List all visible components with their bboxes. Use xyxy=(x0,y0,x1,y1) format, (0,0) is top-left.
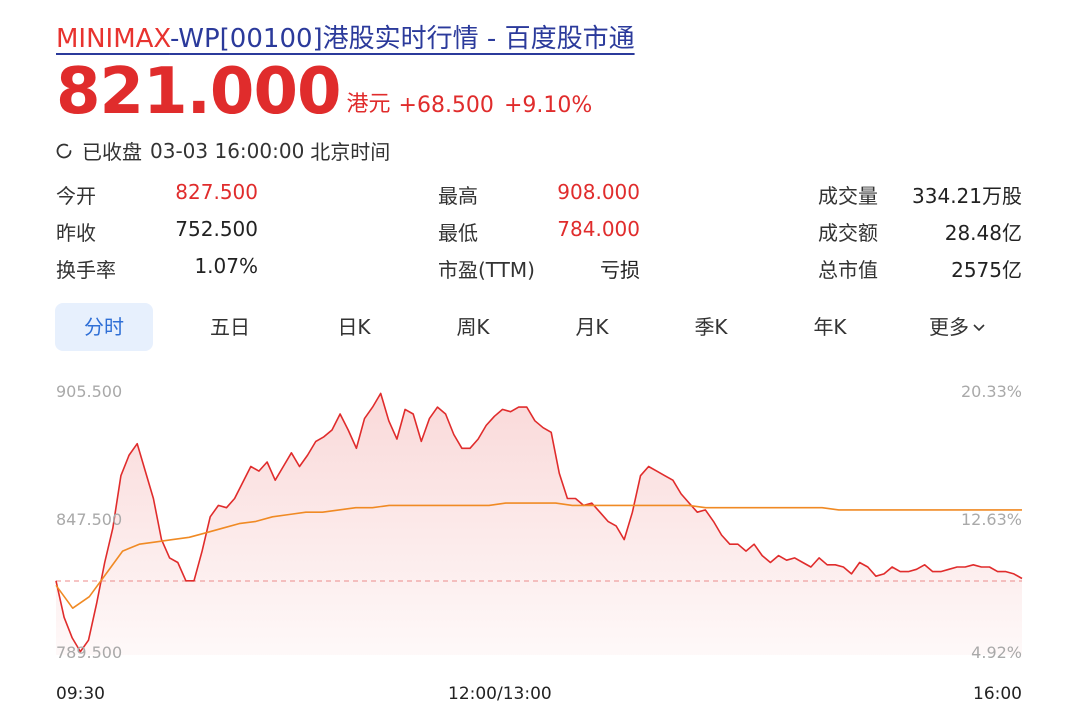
turnover-label: 换手率 xyxy=(56,258,116,282)
tab-weekly-k[interactable]: 周K xyxy=(456,315,490,339)
price-line xyxy=(55,392,1023,653)
price-row: 821.000 港元 +68.500 +9.10% xyxy=(56,60,602,124)
title-brand: MINIMAX xyxy=(56,24,170,54)
price-area-fill xyxy=(56,393,1022,655)
page-title-link[interactable]: MINIMAX-WP[00100]港股实时行情 - 百度股市通 xyxy=(56,18,635,55)
prev-close-label: 昨收 xyxy=(56,221,96,245)
x-tick: 09:30 xyxy=(56,684,105,704)
amount-label: 成交额 xyxy=(818,221,878,245)
x-tick: 12:00/13:00 xyxy=(448,684,552,704)
low-label: 最低 xyxy=(438,221,478,245)
open-label: 今开 xyxy=(56,184,96,208)
price-change-percent: +9.10% xyxy=(503,93,593,118)
pe-label: 市盈(TTM) xyxy=(438,258,535,282)
tab-five-day[interactable]: 五日 xyxy=(210,315,250,339)
chevron-down-icon xyxy=(973,324,985,332)
tab-more-label: 更多 xyxy=(929,315,969,339)
tab-yearly-k[interactable]: 年K xyxy=(813,315,847,339)
title-rest: -WP[00100]港股实时行情 - 百度股市通 xyxy=(169,24,635,54)
mcap-label: 总市值 xyxy=(818,258,878,282)
tab-intraday[interactable]: 分时 xyxy=(55,303,153,351)
status-timezone: 北京时间 xyxy=(310,140,391,164)
tab-monthly-k[interactable]: 月K xyxy=(575,315,609,339)
open-value: 827.500 xyxy=(175,180,258,204)
currency-unit: 港元 xyxy=(346,92,391,117)
tab-more[interactable]: 更多 xyxy=(929,303,987,351)
chart-period-tabs: 分时 五日 日K 周K 月K 季K 年K 更多 xyxy=(55,303,1024,351)
y-right-tick: 20.33% xyxy=(960,382,1022,401)
average-price-line xyxy=(55,502,1022,610)
tab-daily-k[interactable]: 日K xyxy=(337,315,371,339)
volume-label: 成交量 xyxy=(818,184,878,208)
low-value: 784.000 xyxy=(557,217,640,241)
amount-value: 28.48亿 xyxy=(944,221,1022,245)
y-right-tick: 12.63% xyxy=(960,510,1022,529)
high-label: 最高 xyxy=(438,184,478,208)
current-price: 821.000 xyxy=(56,55,341,129)
tab-quarterly-k[interactable]: 季K xyxy=(694,315,728,339)
market-status: 已收盘 03-03 16:00:00 北京时间 xyxy=(54,136,390,165)
y-left-tick: 905.500 xyxy=(56,382,123,401)
turnover-value: 1.07% xyxy=(194,254,258,278)
x-tick: 16:00 xyxy=(973,684,1022,704)
y-left-tick: 789.500 xyxy=(56,643,123,662)
refresh-icon xyxy=(56,143,72,158)
y-right-tick: 4.92% xyxy=(971,643,1022,662)
mcap-value: 2575亿 xyxy=(951,258,1022,282)
volume-value: 334.21万股 xyxy=(912,184,1022,208)
high-value: 908.000 xyxy=(557,180,640,204)
prev-close-value: 752.500 xyxy=(175,217,258,241)
status-datetime: 03-03 16:00:00 xyxy=(150,138,305,163)
status-text: 已收盘 xyxy=(82,140,142,164)
pe-value: 亏损 xyxy=(600,258,640,282)
y-left-tick: 847.500 xyxy=(56,510,123,529)
price-change: +68.500 xyxy=(398,93,494,118)
